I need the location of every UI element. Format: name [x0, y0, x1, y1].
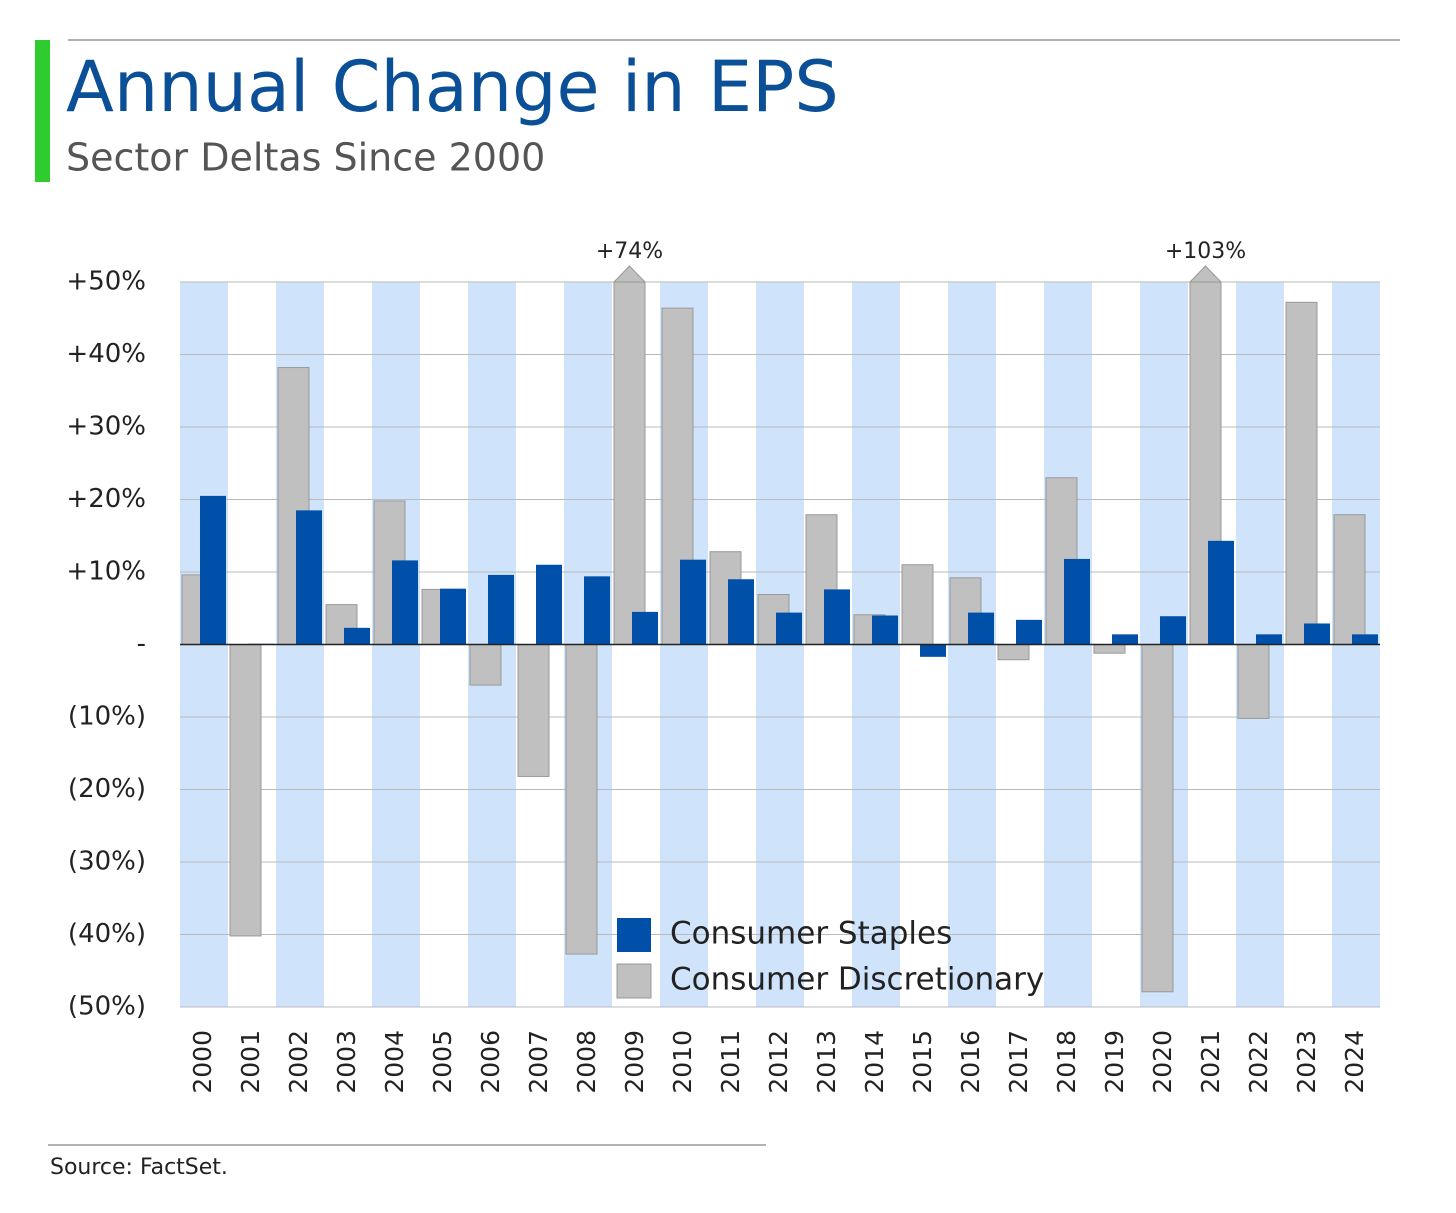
bar-staples: [1016, 619, 1042, 645]
bar-discretionary: [1333, 514, 1366, 645]
bar-discretionary: [517, 644, 550, 777]
x-tick-label: 2012: [764, 1030, 793, 1094]
x-tick-label: 2011: [716, 1030, 745, 1094]
bar-staples: [824, 589, 850, 645]
x-tick-label: 2024: [1340, 1030, 1369, 1094]
y-tick-label: +40%: [66, 339, 146, 369]
bar-staples: [632, 611, 658, 645]
bar-staples: [776, 612, 802, 645]
bar-staples: [536, 564, 562, 645]
x-tick-label: 2022: [1244, 1030, 1273, 1094]
chart-title: Annual Change in EPS: [66, 46, 839, 128]
bar-staples: [488, 574, 514, 645]
x-tick-label: 2015: [908, 1030, 937, 1094]
x-tick-label: 2003: [332, 1030, 361, 1094]
x-tick-label: 2016: [956, 1030, 985, 1094]
legend-label: Consumer Staples: [670, 916, 952, 952]
y-tick-label: +50%: [66, 267, 146, 297]
data-label: +103%: [1165, 239, 1246, 264]
bar-staples: [872, 615, 898, 645]
y-tick-label: (50%): [68, 992, 146, 1022]
bar-staples: [728, 579, 754, 645]
bar-discretionary: [1093, 644, 1126, 654]
bar-staples: [1304, 623, 1330, 645]
x-tick-label: 2023: [1292, 1030, 1321, 1094]
bar-staples: [1256, 634, 1282, 645]
bar-discretionary: [997, 644, 1030, 661]
bar-staples: [344, 627, 370, 645]
y-tick-label: (10%): [68, 702, 146, 732]
legend-swatch: [616, 963, 652, 999]
overflow-arrow: [1188, 265, 1223, 283]
bar-discretionary: [1141, 644, 1174, 993]
data-label: +74%: [596, 239, 663, 264]
bar-staples: [296, 510, 322, 645]
bar-staples: [200, 495, 226, 645]
x-tick-label: 2014: [860, 1030, 889, 1094]
x-tick-label: 2018: [1052, 1030, 1081, 1094]
legend-label: Consumer Discretionary: [670, 962, 1044, 998]
bar-staples: [968, 612, 994, 645]
x-tick-label: 2010: [668, 1030, 697, 1094]
bar-staples: [440, 588, 466, 645]
y-tick-label: (40%): [68, 919, 146, 949]
x-tick-label: 2008: [572, 1030, 601, 1094]
bar-staples: [1112, 634, 1138, 645]
x-tick-label: 2005: [428, 1030, 457, 1094]
x-tick-label: 2013: [812, 1030, 841, 1094]
accent-bar: [35, 40, 50, 182]
x-tick-label: 2017: [1004, 1030, 1033, 1094]
y-tick-label: +30%: [66, 412, 146, 442]
x-tick-label: 2021: [1196, 1030, 1225, 1094]
bar-discretionary: [469, 644, 502, 686]
overflow-arrow: [612, 265, 647, 283]
bar-staples: [1160, 616, 1186, 645]
x-tick-label: 2009: [620, 1030, 649, 1094]
bar-discretionary: [901, 564, 934, 645]
y-tick-label: -: [137, 629, 146, 659]
x-tick-label: 2020: [1148, 1030, 1177, 1094]
bar-staples: [1064, 558, 1090, 645]
x-tick-label: 2002: [284, 1030, 313, 1094]
bar-discretionary: [565, 644, 598, 955]
x-tick-label: 2007: [524, 1030, 553, 1094]
bar-staples: [1208, 540, 1234, 645]
bar-discretionary: [229, 644, 262, 937]
x-tick-label: 2006: [476, 1030, 505, 1094]
x-tick-label: 2001: [236, 1030, 265, 1094]
bar-staples: [584, 576, 610, 645]
y-tick-label: (20%): [68, 774, 146, 804]
y-tick-label: (30%): [68, 847, 146, 877]
bar-staples: [1352, 634, 1378, 645]
bar-discretionary: [613, 282, 646, 645]
x-tick-label: 2004: [380, 1030, 409, 1094]
chart-subtitle: Sector Deltas Since 2000: [66, 136, 545, 180]
y-tick-label: +20%: [66, 484, 146, 514]
y-tick-label: +10%: [66, 557, 146, 587]
bar-staples: [920, 644, 946, 657]
x-tick-label: 2019: [1100, 1030, 1129, 1094]
source: Source: FactSet.: [50, 1155, 228, 1180]
legend-swatch: [617, 918, 651, 952]
bar-discretionary: [1237, 644, 1270, 719]
x-tick-label: 2000: [188, 1030, 217, 1094]
bar-discretionary: [1285, 301, 1318, 645]
bar-staples: [392, 560, 418, 645]
bar-staples: [680, 559, 706, 645]
